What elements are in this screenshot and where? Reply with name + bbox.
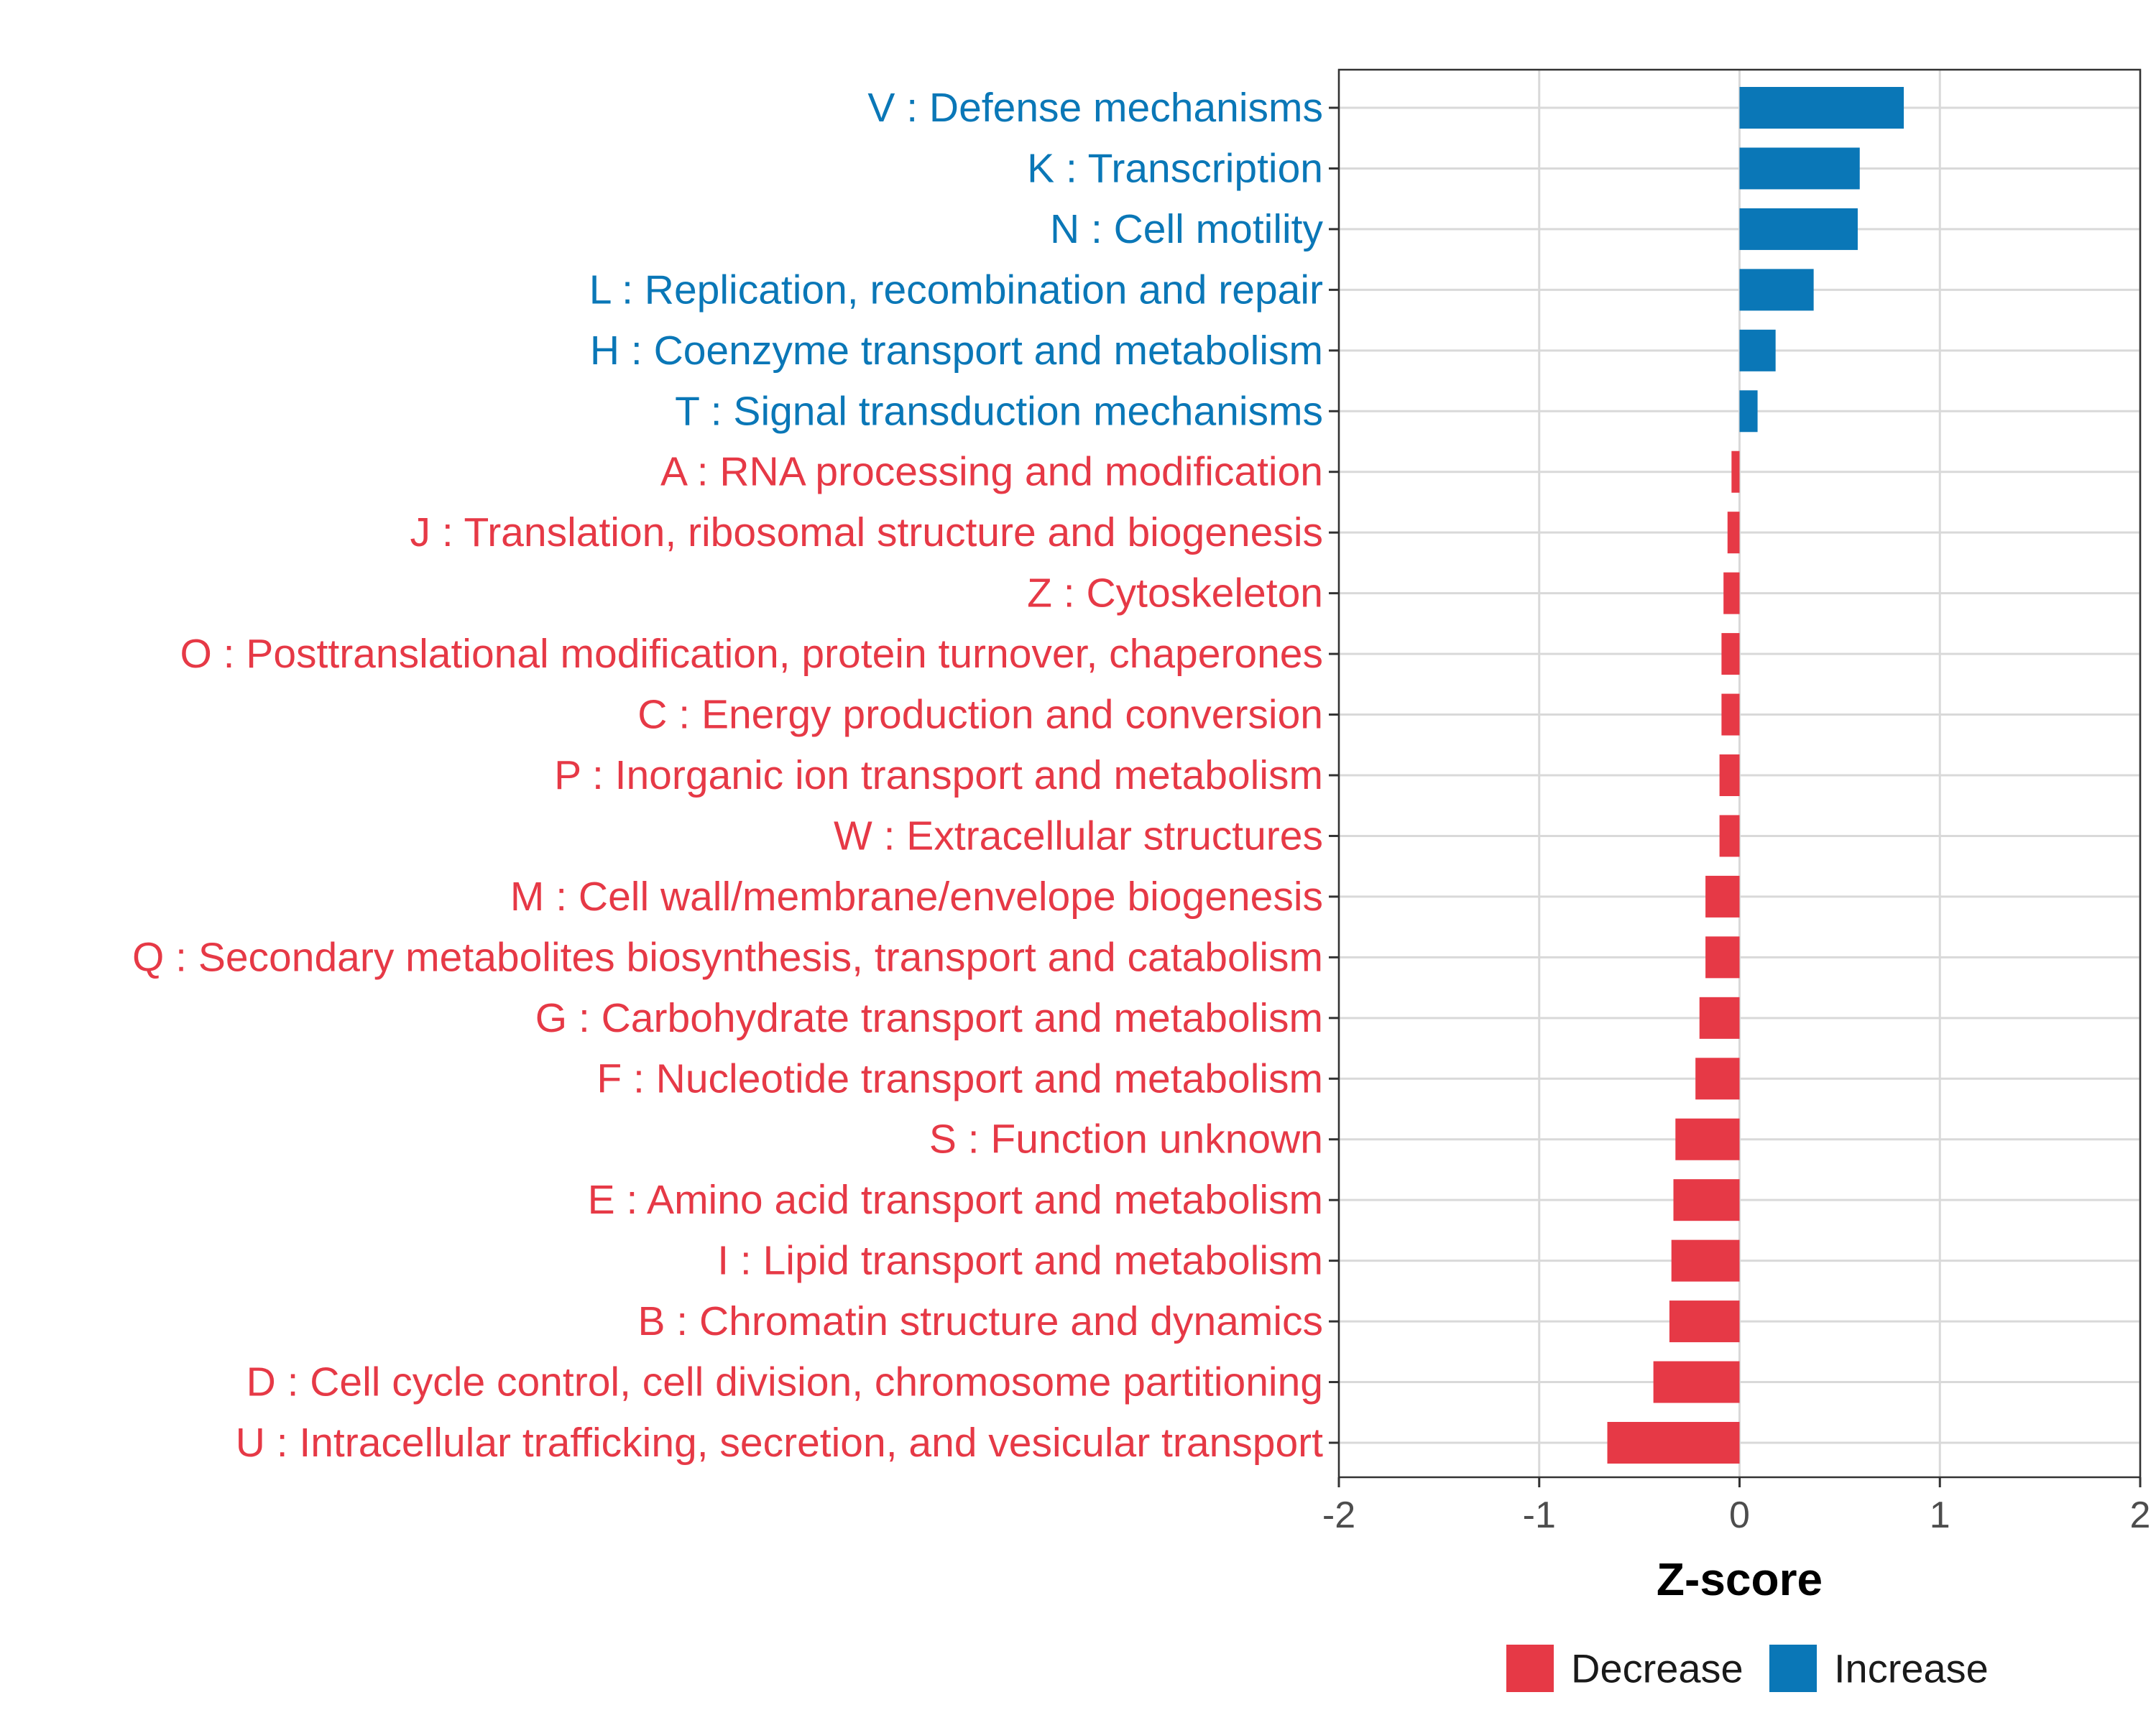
category-label: G : Carbohydrate transport and metabolis…: [535, 995, 1323, 1041]
bar: [1719, 815, 1740, 857]
bar: [1673, 1179, 1740, 1221]
bar: [1739, 147, 1860, 190]
bar: [1739, 208, 1858, 250]
decrease-legend-label: Decrease: [1571, 1646, 1743, 1691]
bar: [1721, 633, 1740, 675]
category-label: E : Amino acid transport and metabolism: [588, 1177, 1323, 1223]
category-label: U : Intracellular trafficking, secretion…: [236, 1420, 1323, 1466]
category-label: D : Cell cycle control, cell division, c…: [247, 1359, 1323, 1405]
y-axis-ticks: [1329, 106, 1339, 1444]
bar: [1695, 1058, 1740, 1100]
category-label: T : Signal transduction mechanisms: [675, 388, 1323, 434]
decrease-legend-swatch: [1506, 1645, 1554, 1692]
category-label: N : Cell motility: [1050, 206, 1324, 252]
bar: [1705, 875, 1740, 918]
bar: [1653, 1361, 1740, 1403]
x-tick-label: -1: [1523, 1494, 1556, 1536]
legend: Decrease Increase: [1506, 1645, 1989, 1692]
increase-legend-swatch: [1769, 1645, 1817, 1692]
category-label: Q : Secondary metabolites biosynthesis, …: [132, 934, 1323, 980]
category-label: B : Chromatin structure and dynamics: [637, 1298, 1323, 1344]
category-label: S : Function unknown: [929, 1117, 1323, 1163]
category-label: K : Transcription: [1027, 145, 1323, 191]
category-label: M : Cell wall/membrane/envelope biogenes…: [510, 874, 1323, 920]
bar: [1699, 997, 1740, 1039]
category-label: O : Posttranslational modification, prot…: [180, 631, 1323, 677]
bar: [1721, 693, 1740, 736]
bar: [1705, 936, 1740, 979]
category-label: L : Replication, recombination and repai…: [589, 267, 1323, 313]
category-label: P : Inorganic ion transport and metaboli…: [554, 752, 1323, 798]
category-label: Z : Cytoskeleton: [1027, 570, 1323, 616]
bars: [1607, 87, 1904, 1464]
x-tick-label: 1: [1930, 1494, 1950, 1536]
category-label: C : Energy production and conversion: [637, 692, 1323, 738]
category-label: J : Translation, ribosomal structure and…: [410, 509, 1323, 555]
bar: [1739, 87, 1904, 129]
bar: [1675, 1118, 1740, 1160]
x-tick-label: 0: [1729, 1494, 1750, 1536]
bar: [1727, 512, 1740, 554]
bar: [1671, 1239, 1740, 1282]
bar: [1739, 329, 1776, 371]
category-label: F : Nucleotide transport and metabolism: [596, 1055, 1323, 1101]
bar: [1723, 572, 1740, 614]
category-label: A : RNA processing and modification: [660, 449, 1323, 495]
category-label: I : Lipid transport and metabolism: [717, 1238, 1323, 1284]
x-tick-label: -2: [1322, 1494, 1355, 1536]
x-axis-ticks: -2 -1 0 1 2: [1322, 1477, 2151, 1536]
x-tick-label: 2: [2130, 1494, 2151, 1536]
category-label: H : Coenzyme transport and metabolism: [590, 328, 1323, 374]
increase-legend-label: Increase: [1834, 1646, 1989, 1691]
x-axis-title: Z-score: [1657, 1553, 1823, 1605]
bar: [1607, 1422, 1740, 1464]
category-label: V : Defense mechanisms: [867, 85, 1323, 131]
category-labels: V : Defense mechanisms K : Transcription N…: [132, 85, 1324, 1466]
bar: [1669, 1300, 1740, 1343]
bar: [1719, 754, 1740, 796]
bar: [1731, 451, 1740, 493]
category-label: W : Extracellular structures: [834, 813, 1323, 859]
bar: [1739, 269, 1814, 311]
bar: [1739, 390, 1758, 433]
